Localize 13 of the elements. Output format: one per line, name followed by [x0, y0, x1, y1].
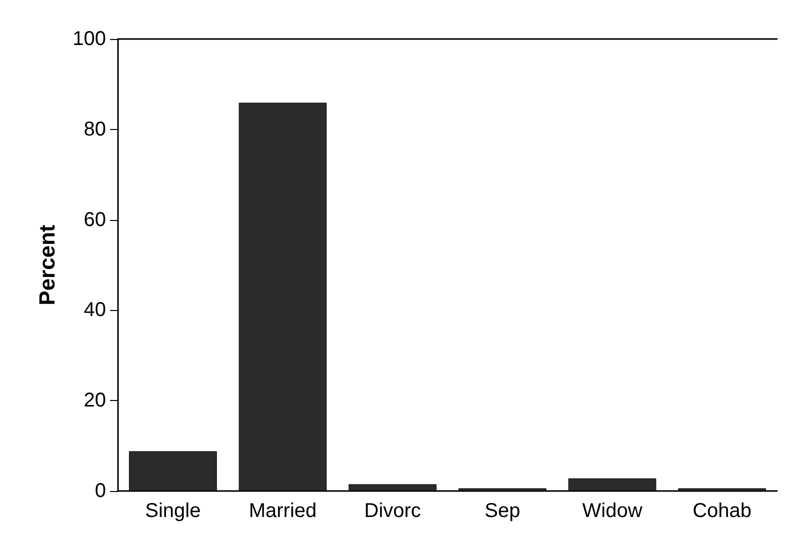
x-tick-label: Sep — [484, 500, 520, 522]
y-axis-title: Percent — [34, 224, 60, 306]
y-tick-label: 40 — [84, 299, 106, 322]
y-tick-label: 100 — [72, 28, 106, 50]
x-tick-label: Divorc — [364, 500, 421, 522]
x-tick-label: Cohab — [692, 500, 752, 522]
y-tick-label: 0 — [94, 480, 106, 502]
x-tick-label: Widow — [582, 500, 643, 522]
y-tick-label: 20 — [84, 390, 106, 412]
y-tick-label: 80 — [84, 118, 106, 140]
y-tick-label: 60 — [84, 208, 106, 231]
x-tick-label: Single — [145, 500, 201, 522]
x-tick-label: Married — [248, 500, 317, 522]
